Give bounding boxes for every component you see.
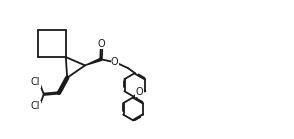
Text: O: O — [136, 87, 143, 97]
Polygon shape — [85, 58, 101, 65]
Text: Cl: Cl — [31, 101, 40, 111]
Text: O: O — [111, 57, 118, 67]
Text: Cl: Cl — [31, 77, 40, 87]
Text: O: O — [98, 39, 106, 49]
